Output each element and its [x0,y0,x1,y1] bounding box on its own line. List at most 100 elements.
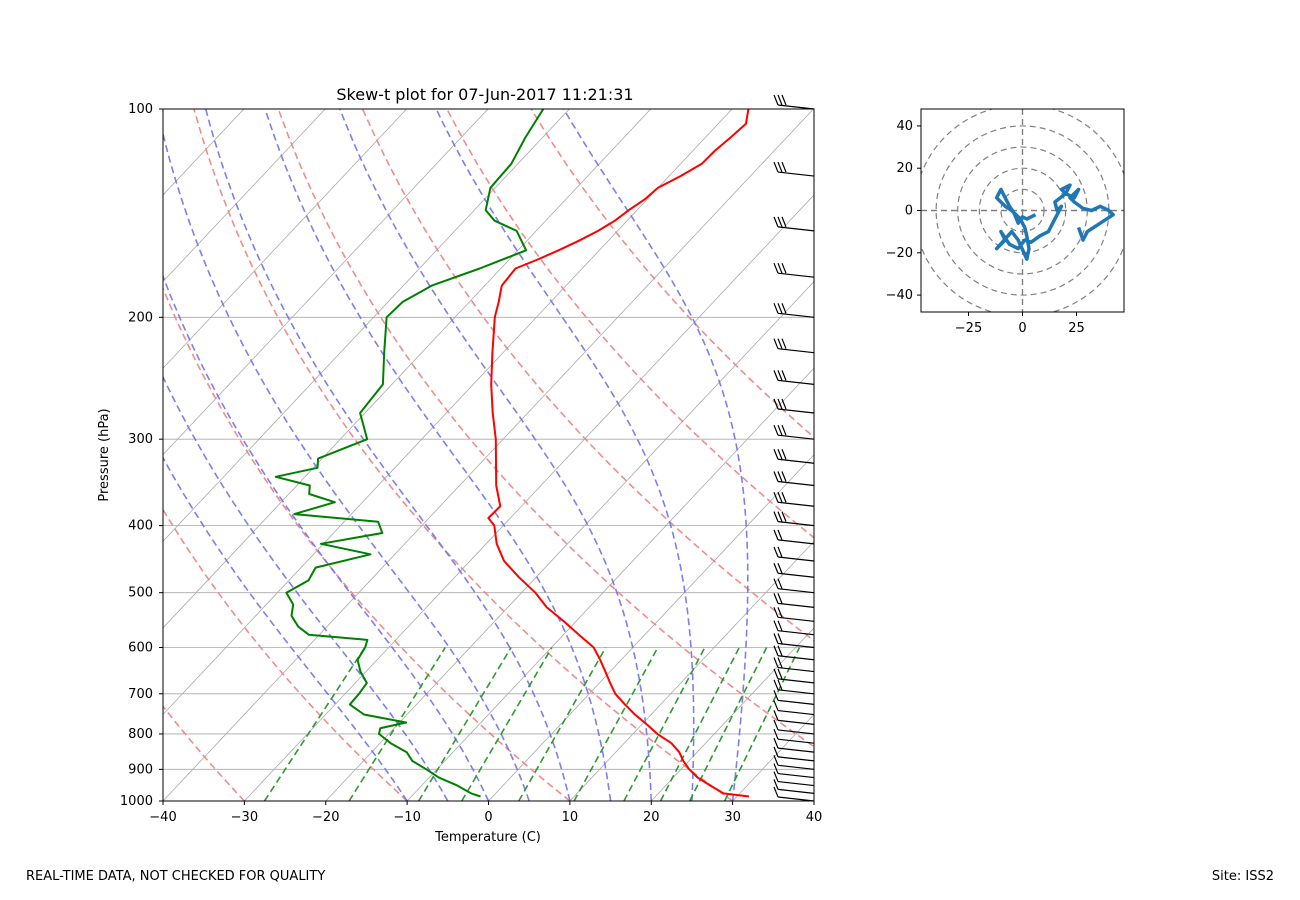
y-tick-label: 800 [128,727,153,742]
wind-barb [773,737,815,753]
wind-barb [773,755,815,770]
mixing-ratio-line [659,647,740,801]
hodograph-chart: −25 0 25 40 20 0 −20 −40 [886,108,1125,336]
mixing-ratio-line [623,647,706,801]
y-tick-label: 1000 [120,794,153,809]
isotherm [163,109,733,716]
wind-barb [773,262,815,278]
hodograph-x-tick-label: 25 [1068,321,1085,336]
moist-adiabat [435,109,695,801]
wind-barb [773,771,815,787]
wind-barb [773,700,815,716]
wind-barb [773,370,815,385]
hodograph-line [994,183,1115,261]
y-tick-label: 900 [128,762,153,777]
dry-adiabat [163,704,245,801]
moist-adiabat [339,109,653,801]
isotherm [163,109,326,283]
wind-barb [773,424,815,440]
isotherm [406,367,814,801]
hodograph-trace [994,183,1115,261]
dewpoint-profile [274,109,545,798]
dry-adiabat [530,109,814,439]
x-tick-label: 40 [806,810,823,825]
wind-barb [773,398,815,414]
temperature-profile [487,109,750,798]
isotherm [0,109,81,801]
wind-barb [773,449,815,464]
wind-barb [773,216,815,232]
hodograph-y-tick-label: −20 [886,246,913,261]
x-tick-label: 10 [562,810,579,825]
x-tick-label: −40 [149,810,176,825]
isotherm [650,627,814,801]
mixing-ratio-line [723,647,801,801]
dry-adiabat [446,109,814,539]
isotherm [244,194,814,801]
isotherm [163,109,245,196]
hodograph-y-tick-label: 0 [905,204,913,219]
wind-barb [773,690,815,705]
mixing-ratio-line [518,647,607,801]
wind-barb [773,593,815,608]
wind-barb [773,563,815,578]
wind-barb [773,161,815,177]
isotherm [163,109,407,369]
dry-adiabat [163,508,408,801]
wind-barb [773,338,815,354]
wind-barb [773,710,815,725]
y-tick-label: 700 [128,687,153,702]
wind-barb [773,786,815,802]
moist-adiabat [163,456,408,801]
y-axis-label: Pressure (hPa) [97,408,112,501]
wind-barb [773,728,815,744]
wind-barb [773,645,815,661]
wind-barb [773,471,815,487]
moist-adiabat [264,109,612,801]
dry-adiabat [193,109,734,801]
wind-barb [773,746,815,762]
hodograph-y-tick-label: −40 [886,288,913,303]
hodograph-x-tick-label: −25 [955,321,982,336]
isotherm [163,109,570,542]
wind-barb [773,303,815,318]
mixing-ratio-line [263,647,366,801]
y-tick-label: 300 [128,432,153,447]
x-tick-label: −20 [312,810,339,825]
wind-barb [773,620,815,636]
y-tick-label: 400 [128,519,153,534]
moist-adiabat [163,375,449,801]
y-tick-label: 600 [128,640,153,655]
hodograph-x-tick-label: 0 [1018,321,1026,336]
wind-barb [773,668,815,684]
isotherm [325,281,814,801]
skew-t-profiles [274,109,750,798]
hodograph-ticks: −25 0 25 40 20 0 −20 −40 [886,119,1085,336]
x-tick-label: −10 [393,810,420,825]
x-axis-label: Temperature (C) [434,830,541,845]
wind-barb [773,607,815,622]
hodograph-y-tick-label: 20 [896,161,913,176]
wind-barb [773,719,815,735]
wind-barb [773,578,815,594]
wind-barb [773,94,815,110]
dry-adiabat [361,109,814,642]
wind-barb [773,679,815,695]
wind-barb [773,633,815,649]
mixing-ratio-line [688,647,768,801]
isotherm [895,109,1300,801]
mixing-ratio-line [417,647,512,801]
mixing-ratio-line [461,647,553,801]
moist-adiabat [563,109,749,801]
wind-barb [773,763,815,779]
x-tick-label: 0 [484,810,492,825]
isotherm [163,109,814,801]
moist-adiabat [163,274,490,801]
hodograph-y-tick-label: 40 [896,119,913,134]
wind-barb [773,492,815,507]
moist-adiabat [163,130,530,801]
moist-adiabat [204,109,571,801]
dry-adiabat [277,109,814,748]
